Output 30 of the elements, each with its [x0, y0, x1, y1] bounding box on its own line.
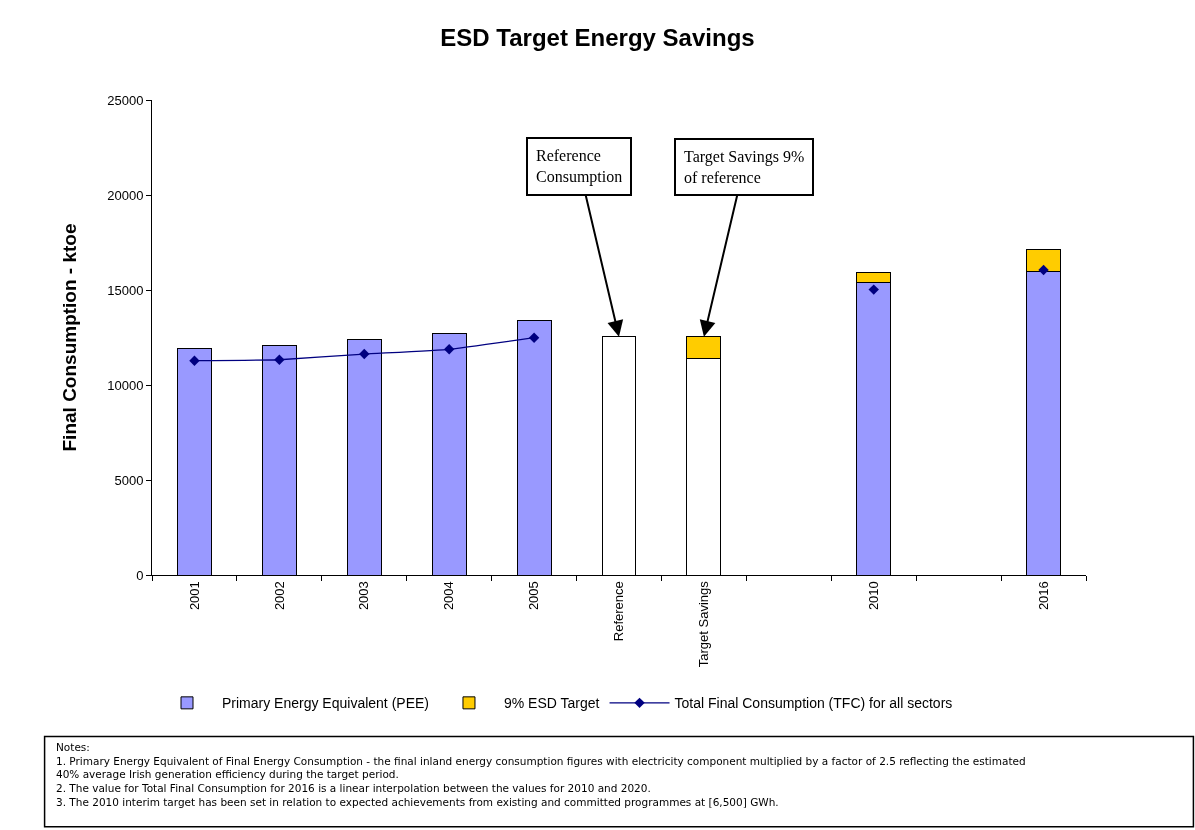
x-tick-label: 2002	[271, 581, 287, 611]
x-tick-label: Target Savings	[696, 580, 712, 668]
annotation: Target Savings 9% of reference	[684, 148, 805, 186]
y-tick-label: 0	[136, 567, 144, 583]
point	[1038, 264, 1049, 276]
legend-label: Primary Energy Equivalent (PEE)	[222, 695, 429, 712]
chart-title: ESD Target Energy Savings	[440, 23, 755, 51]
point	[359, 348, 370, 360]
text: Notes: 1. Primary Energy Equivalent of Final Energy Consumption - the final inland energy consumption figures with electricity component multiplied by a factor of 2.5 reflecting the estimated 40% average Irish generation efficiency during the target period. 2. The value for Total Final Consumption for 2016 is a linear interpolation between the values for 2010 and 2020. 3. The 2010 interim target has been set in relation to expected achievements from existing and committed programmes at [6,500] GWh.	[56, 741, 1026, 808]
point	[274, 354, 285, 365]
point	[443, 344, 455, 355]
x-tick-label: 2004	[441, 581, 457, 611]
x-tick-label: 2016	[1035, 581, 1051, 611]
y-tick-label: 10000	[107, 377, 144, 393]
point	[528, 332, 540, 343]
point	[189, 355, 200, 366]
x-tick-label: 2010	[865, 581, 881, 611]
annotation: Reference Consumption	[536, 147, 623, 186]
legend-label: Total Final Consumption (TFC) for all sectors	[674, 695, 953, 712]
y-tick-label: 20000	[107, 187, 144, 203]
x-tick-label: 2003	[356, 581, 372, 611]
y-tick-label: 15000	[107, 282, 144, 298]
y-tick-label: 25000	[107, 92, 144, 108]
legend-label: 9% ESD Target	[503, 695, 600, 712]
y-axis-title: Final Consumption - ktoe	[59, 223, 81, 452]
x-tick-label: 2001	[186, 581, 202, 611]
point	[868, 284, 879, 295]
x-tick-label: Reference	[611, 581, 627, 642]
y-tick-label: 5000	[114, 472, 144, 488]
x-tick-label: 2005	[526, 581, 542, 611]
